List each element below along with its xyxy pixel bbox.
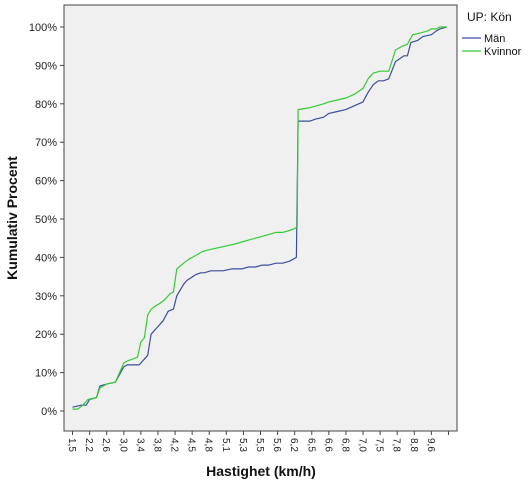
x-tick-label: 2,2 [83,438,94,452]
y-tick-label: 30% [35,291,57,303]
x-tick-label: 8,8 [408,438,419,452]
series-layer [72,26,447,410]
x-tick-label: 7,5 [374,438,385,452]
x-tick-label: 2,6 [100,438,111,452]
x-axis: 1,5 2,2 2,6 3,0 3,4 3,8 4,2 4,5 4,8 5,1 5,3 5,5 5,6 6… [66,431,449,452]
y-tick-label: 60% [35,176,57,188]
x-tick-label: 4,5 [186,438,197,452]
x-tick-label: 5,5 [254,438,265,452]
y-axis-title: Kumulativ Procent [4,156,20,280]
x-tick-label: 7,8 [391,438,402,452]
x-tick-label: 9,6 [425,438,436,452]
legend-label-kvinnor: Kvinnor [484,46,522,58]
x-tick-label: 3,4 [134,438,145,452]
x-tick-label: 6,8 [339,438,350,452]
legend-item-kvinnor: Kvinnor [462,46,522,58]
x-tick-label: 4,2 [169,438,180,452]
y-tick-label: 20% [35,329,57,341]
y-tick-label: 40% [35,252,57,264]
y-tick-label: 90% [35,60,57,72]
x-tick-label: 4,8 [203,438,214,452]
x-tick-label: 3,0 [117,438,128,452]
x-tick-label: 1,5 [66,438,77,452]
y-tick-label: 0% [41,406,57,418]
legend-title: UP: Kön [467,10,512,24]
y-tick-label: 80% [35,99,57,111]
x-tick-label: 7,0 [357,438,368,452]
legend-label-man: Män [484,33,505,45]
series-line-man [72,26,447,408]
x-tick-label: 5,6 [271,438,282,452]
series-line-kvinnor [72,26,447,410]
y-tick-label: 70% [35,137,57,149]
legend-item-man: Män [462,33,505,45]
legend: UP: Kön Män Kvinnor [462,10,522,58]
x-tick-label: 6,2 [288,438,299,452]
y-tick-label: 50% [35,214,57,226]
x-tick-label: 5,1 [220,438,231,452]
x-tick-label: 6,6 [322,438,333,452]
y-axis: 0% 10% 20% 30% 40% 50% 60% 70% 80% 90% 100% [29,22,64,418]
x-tick-label: 5,3 [237,438,248,452]
y-tick-label: 10% [35,368,57,380]
x-tick-label: 3,8 [151,438,162,452]
x-tick-label: 6,5 [305,438,316,452]
y-tick-label: 100% [29,22,57,34]
x-axis-title: Hastighet (km/h) [206,463,316,479]
